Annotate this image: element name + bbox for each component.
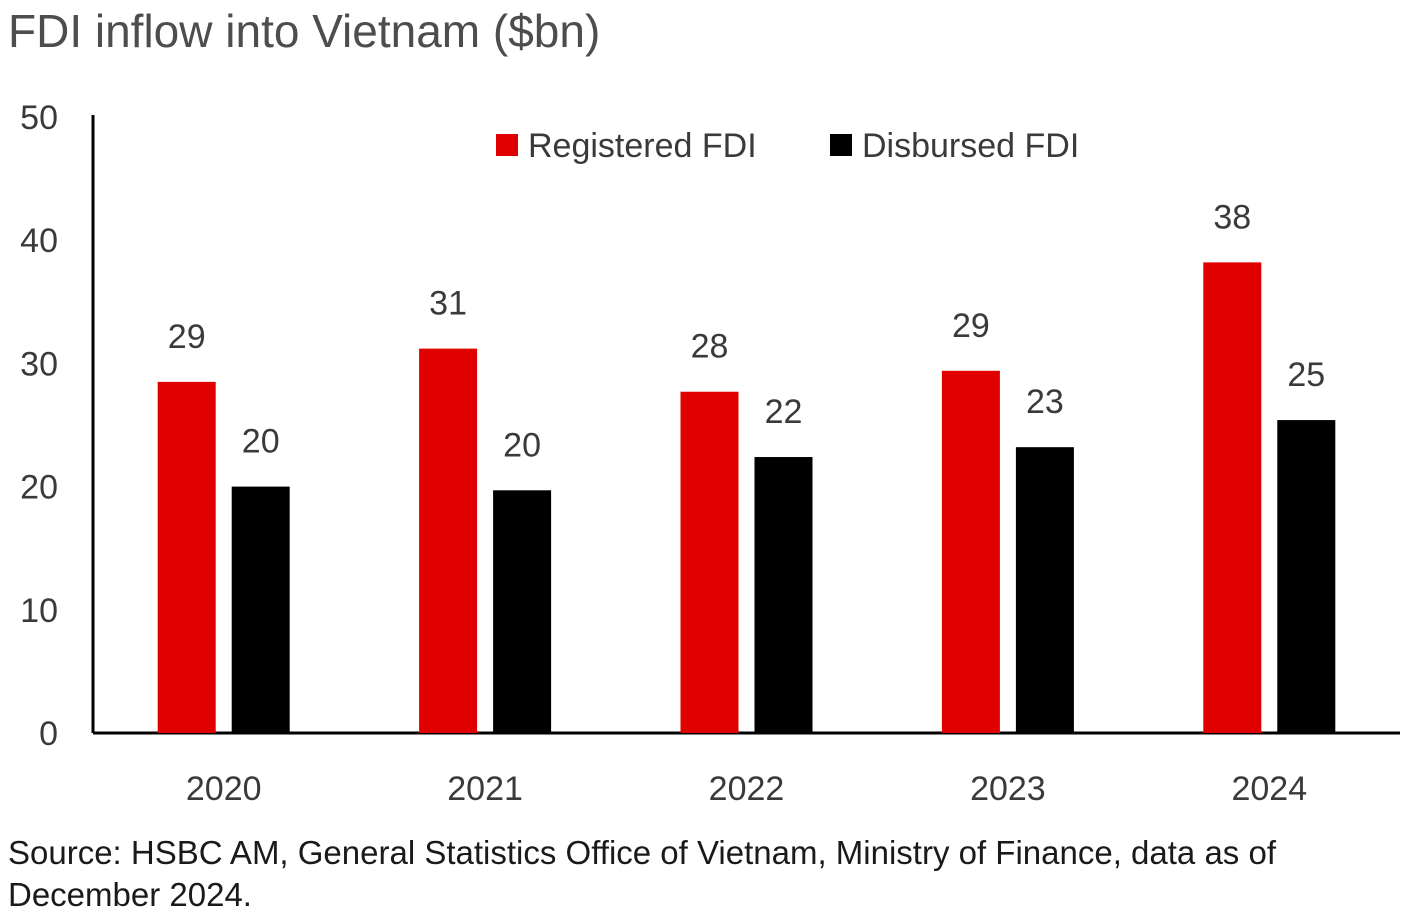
y-tick-label: 50 — [20, 99, 58, 137]
y-tick-label: 40 — [20, 222, 58, 260]
data-label: 20 — [503, 426, 541, 464]
data-label: 23 — [1026, 383, 1064, 421]
legend: Registered FDI Disbursed FDI — [496, 127, 1079, 165]
data-label: 29 — [168, 318, 206, 356]
data-label: 22 — [765, 393, 803, 431]
bar-disbursed — [493, 490, 552, 733]
y-tick-label: 0 — [39, 715, 58, 753]
bar-disbursed — [754, 457, 813, 733]
x-axis: 2020 2021 2022 2023 2024 — [93, 731, 1400, 808]
legend-label-disbursed: Disbursed FDI — [862, 127, 1079, 165]
bar-registered — [419, 348, 478, 733]
x-tick-label: 2020 — [186, 770, 262, 808]
chart-title: FDI inflow into Vietnam ($bn) — [8, 5, 601, 57]
x-tick-label: 2021 — [447, 770, 523, 808]
bar-disbursed — [231, 486, 290, 733]
bar-disbursed — [1015, 447, 1074, 733]
data-label: 29 — [952, 307, 990, 345]
legend-label-registered: Registered FDI — [528, 127, 757, 165]
bar-registered — [157, 381, 216, 733]
data-label: 31 — [429, 285, 467, 323]
bar-registered — [941, 370, 1000, 733]
y-tick-label: 30 — [20, 345, 58, 383]
bar-registered — [680, 391, 739, 733]
y-tick-label: 20 — [20, 469, 58, 507]
bar-disbursed — [1277, 420, 1336, 733]
legend-swatch-disbursed — [830, 134, 852, 156]
data-labels: 29 20 31 20 28 22 29 23 38 25 — [168, 198, 1325, 464]
source-note: Source: HSBC AM, General Statistics Offi… — [8, 834, 1276, 913]
legend-swatch-registered — [496, 134, 518, 156]
data-label: 25 — [1287, 356, 1325, 394]
data-label: 28 — [691, 328, 729, 366]
bar-registered — [1203, 262, 1262, 733]
x-tick-label: 2022 — [709, 770, 785, 808]
x-tick-label: 2024 — [1231, 770, 1307, 808]
y-tick-label: 10 — [20, 592, 58, 630]
y-axis: 0 10 20 30 40 50 — [20, 99, 95, 753]
bars — [157, 262, 1336, 733]
data-label: 20 — [242, 423, 280, 461]
x-tick-label: 2023 — [970, 770, 1046, 808]
data-label: 38 — [1213, 198, 1251, 236]
